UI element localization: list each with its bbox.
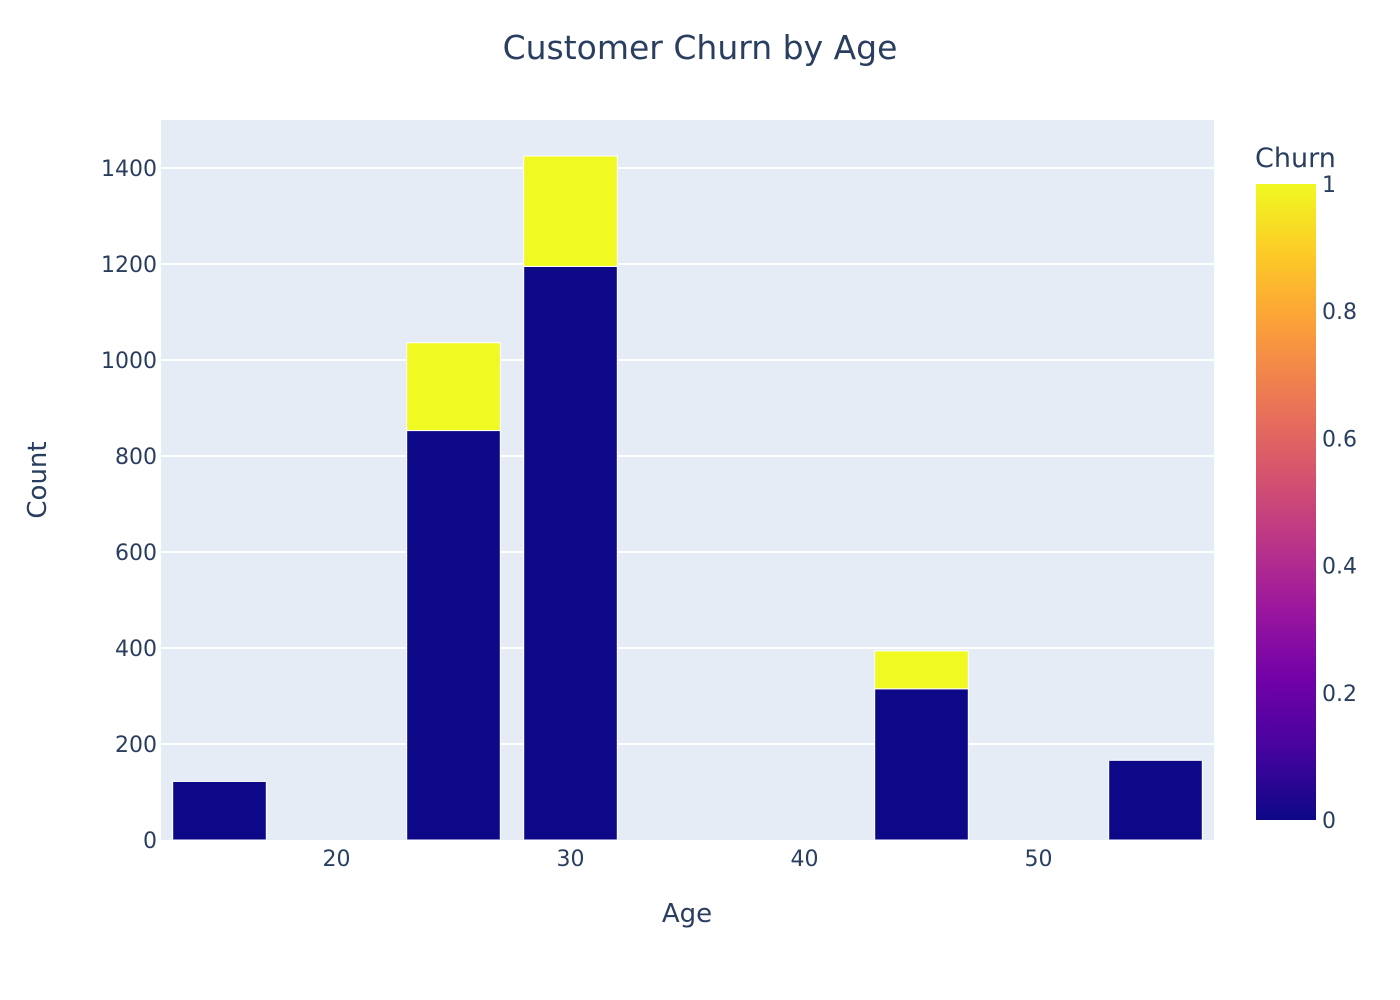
plot-area — [161, 120, 1214, 840]
bar-churn-0 — [874, 688, 969, 841]
y-tick-label: 0 — [143, 829, 157, 854]
colorbar-tick-label: 0.2 — [1322, 682, 1357, 707]
colorbar-ticks: 0 0.2 0.4 0.6 0.8 1 — [1322, 173, 1357, 834]
bar-churn-1 — [874, 650, 969, 690]
y-tick-label: 1000 — [101, 349, 157, 374]
y-axis-ticks: 0 200 400 600 800 1000 1200 1400 — [101, 157, 157, 854]
colorbar-gradient — [1256, 184, 1316, 820]
x-tick-label: 40 — [791, 847, 819, 872]
x-tick-label: 50 — [1025, 847, 1053, 872]
x-axis-title: Age — [662, 899, 712, 929]
y-tick-label: 1200 — [101, 253, 157, 278]
colorbar-tick-label: 1 — [1322, 173, 1336, 198]
chart-title: Customer Churn by Age — [503, 28, 898, 67]
bar-churn-0 — [1108, 759, 1203, 841]
y-tick-label: 600 — [115, 541, 157, 566]
x-tick-label: 30 — [557, 847, 585, 872]
colorbar-tick-label: 0.6 — [1322, 427, 1357, 452]
y-tick-label: 800 — [115, 445, 157, 470]
colorbar-tick-label: 0.8 — [1322, 300, 1357, 325]
grid-lines — [161, 167, 1214, 745]
bar-churn-0 — [172, 780, 267, 841]
x-axis-ticks: 20 30 40 50 — [323, 847, 1053, 872]
bar-churn-0 — [523, 265, 618, 841]
bar-churn-1 — [406, 342, 501, 432]
bar-churn-1 — [523, 155, 618, 267]
bars — [172, 155, 1203, 841]
y-tick-label: 400 — [115, 637, 157, 662]
colorbar-title: Churn — [1255, 143, 1336, 174]
colorbar-tick-label: 0.4 — [1322, 555, 1357, 580]
x-tick-label: 20 — [323, 847, 351, 872]
colorbar-tick-label: 0 — [1322, 809, 1336, 834]
colorbar: Churn 0 0.2 0.4 0.6 0.8 1 — [1255, 143, 1357, 834]
bar-churn-0 — [406, 430, 501, 841]
y-tick-label: 1400 — [101, 157, 157, 182]
y-axis-title: Count — [23, 441, 53, 518]
y-tick-label: 200 — [115, 733, 157, 758]
